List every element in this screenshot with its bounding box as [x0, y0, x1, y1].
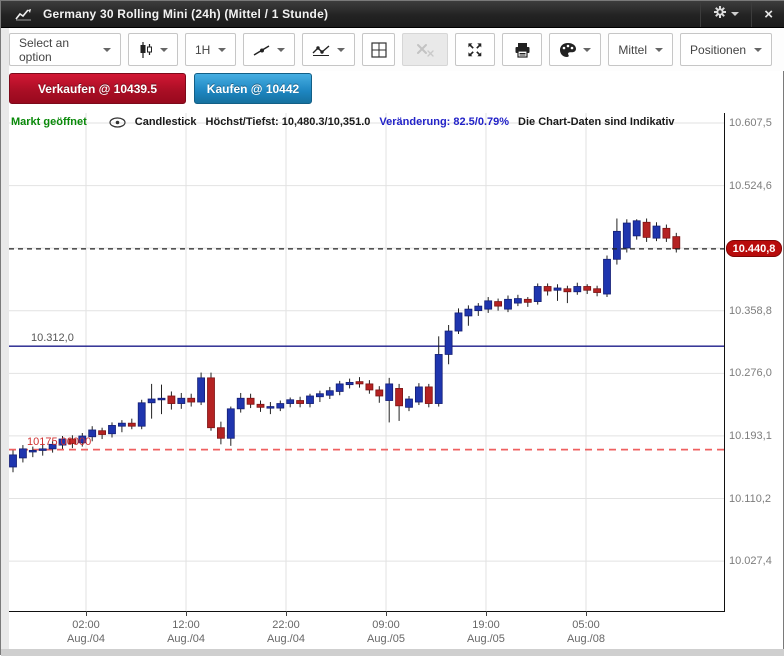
- y-axis-tick-label: 10.358,8: [729, 304, 772, 317]
- y-axis-tick-label: 10.276,0: [729, 367, 772, 380]
- fullscreen-icon: [467, 42, 483, 58]
- select-option-dropdown[interactable]: Select an option: [9, 33, 121, 66]
- y-axis-tick-label: 10.193,1: [729, 429, 772, 442]
- remove-drawings-button: [402, 33, 449, 66]
- sell-button[interactable]: Verkaufen @ 10439.5: [9, 73, 186, 104]
- chart-status-header: Markt geöffnet Candlestick Höchst/Tiefst…: [11, 114, 684, 130]
- x-axis-tick-label: 12:00 Aug./04: [167, 619, 205, 645]
- fullscreen-button[interactable]: [455, 33, 496, 66]
- current-price-badge: 10.440,8: [726, 240, 782, 258]
- mittel-dropdown[interactable]: Mittel: [608, 33, 674, 66]
- indicative-label: Die Chart-Daten sind Indikativ: [518, 116, 675, 128]
- x-axis-line: [9, 611, 725, 612]
- x-axis-tick-label: 05:00 Aug./08: [567, 619, 605, 645]
- print-button[interactable]: [502, 33, 543, 66]
- buy-button[interactable]: Kaufen @ 10442: [194, 73, 312, 104]
- chevron-down-icon: [103, 47, 111, 52]
- stop-level-label: 10175.00000: [27, 435, 92, 448]
- price-chart[interactable]: [9, 113, 724, 611]
- eye-icon[interactable]: [109, 116, 126, 128]
- close-icon: ×: [764, 5, 773, 23]
- palette-icon: [559, 42, 577, 58]
- y-axis-tick-label: 10.110,2: [729, 492, 772, 505]
- chevron-down-icon: [655, 47, 664, 52]
- mid-level-label: 10.312,0: [31, 332, 74, 345]
- grid-icon: [371, 41, 387, 58]
- remove-drawings-icon: [415, 42, 435, 58]
- trade-buttons-row: Verkaufen @ 10439.5 Kaufen @ 10442: [9, 73, 784, 107]
- chevron-down-icon: [583, 47, 592, 52]
- x-axis-tick: [285, 611, 287, 616]
- chevron-down-icon: [277, 47, 286, 52]
- draw-trendline-dropdown[interactable]: [243, 33, 296, 66]
- colors-dropdown[interactable]: [549, 33, 602, 66]
- chevron-down-icon: [160, 47, 168, 52]
- gear-icon: [713, 5, 727, 24]
- window-bottom-edge: [1, 649, 784, 656]
- chevron-down-icon: [731, 12, 740, 16]
- mittel-label: Mittel: [618, 42, 648, 57]
- high-low-label: Höchst/Tiefst: 10,480.3/10,351.0: [205, 116, 371, 128]
- indicator-zigzag-icon: [312, 43, 331, 57]
- window-titlebar: Germany 30 Rolling Mini (24h) (Mittel / …: [1, 1, 784, 28]
- y-axis-line: [724, 113, 725, 611]
- series-type-label: Candlestick: [134, 116, 197, 128]
- printer-icon: [514, 42, 531, 58]
- window-left-edge: [1, 28, 9, 649]
- interval-dropdown[interactable]: 1H: [185, 33, 237, 66]
- x-axis-tick-label: 09:00 Aug./05: [367, 619, 405, 645]
- chevron-down-icon: [218, 47, 227, 52]
- x-axis-tick-label: 02:00 Aug./04: [67, 619, 105, 645]
- x-axis-tick: [485, 611, 487, 616]
- x-axis-tick-label: 22:00 Aug./04: [267, 619, 305, 645]
- trendline-icon: [253, 43, 271, 57]
- change-label: Veränderung: 82.5/0.79%: [379, 116, 510, 128]
- window-title: Germany 30 Rolling Mini (24h) (Mittel / …: [43, 7, 329, 21]
- x-axis-tick: [86, 611, 87, 616]
- chevron-down-icon: [754, 47, 763, 52]
- interval-label: 1H: [195, 42, 211, 57]
- grid-toggle-button[interactable]: [362, 33, 396, 66]
- y-axis-tick-label: 10.524,6: [729, 179, 772, 192]
- chart-line-icon: [15, 8, 33, 21]
- x-axis-tick: [386, 611, 388, 616]
- y-axis-tick-label: 10.607,5: [729, 116, 772, 129]
- x-axis-tick: [186, 611, 188, 616]
- market-status: Markt geöffnet: [11, 116, 87, 128]
- y-axis-tick-label: 10.027,4: [729, 555, 772, 568]
- positionen-dropdown[interactable]: Positionen: [680, 33, 773, 66]
- x-axis-tick: [586, 611, 587, 616]
- chart-type-dropdown[interactable]: [128, 33, 178, 66]
- indicators-dropdown[interactable]: [302, 33, 356, 66]
- select-option-label: Select an option: [19, 35, 70, 64]
- positionen-label: Positionen: [690, 42, 747, 57]
- candlestick-icon: [138, 41, 154, 59]
- chart-toolbar: Select an option 1H: [9, 28, 784, 71]
- x-axis-tick-label: 19:00 Aug./05: [467, 619, 505, 645]
- chevron-down-icon: [337, 47, 346, 52]
- close-window-button[interactable]: ×: [751, 1, 784, 27]
- chart-settings-button[interactable]: [700, 1, 751, 27]
